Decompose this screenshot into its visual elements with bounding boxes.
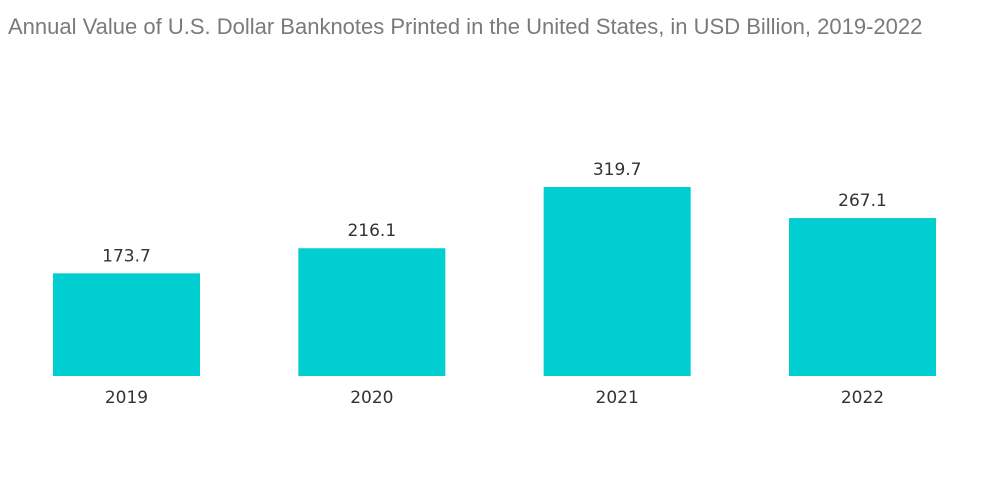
data-label-2019: 173.7 [102, 246, 151, 266]
data-label-2022: 267.1 [838, 191, 887, 211]
bar-2021 [543, 187, 691, 376]
x-tick-label-2022: 2022 [841, 388, 884, 408]
x-tick-label-2021: 2021 [596, 388, 639, 408]
x-tick-label-2020: 2020 [350, 388, 393, 408]
data-label-2021: 319.7 [593, 160, 642, 180]
x-tick-label-2019: 2019 [105, 388, 148, 408]
bar-2019 [53, 273, 200, 376]
chart-title: Annual Value of U.S. Dollar Banknotes Pr… [8, 14, 923, 39]
bar-2020 [298, 248, 446, 376]
data-label-2020: 216.1 [347, 221, 396, 241]
bar-2022 [788, 218, 936, 376]
